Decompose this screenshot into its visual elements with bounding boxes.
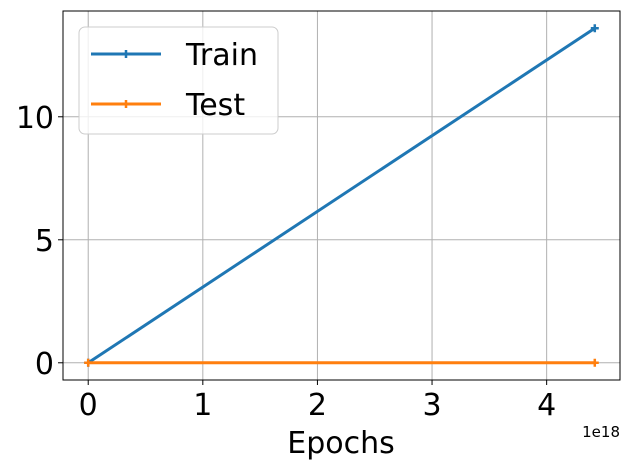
y-tick-label: 10 bbox=[16, 101, 54, 136]
data-point-test bbox=[590, 358, 599, 367]
legend-label-test: Test bbox=[185, 88, 245, 123]
x-tick-label: 4 bbox=[537, 388, 556, 423]
legend-marker-test bbox=[122, 100, 130, 108]
legend-entry-train: Train bbox=[91, 38, 258, 73]
legend-label-train: Train bbox=[185, 38, 258, 73]
ticks: 0 1 2 3 4 0 5 10 bbox=[16, 101, 556, 423]
legend: Train Test bbox=[78, 26, 279, 135]
y-tick-label: 0 bbox=[35, 347, 54, 382]
x-tick-label: 2 bbox=[308, 388, 327, 423]
data-point-test bbox=[84, 358, 93, 367]
legend-entry-test: Test bbox=[91, 88, 245, 123]
x-tick-label: 3 bbox=[422, 388, 441, 423]
data-point-train bbox=[590, 24, 599, 33]
x-axis-label: Epochs bbox=[287, 426, 395, 461]
plot-frame bbox=[62, 10, 621, 381]
series-line-train bbox=[87, 26, 596, 365]
x-tick-label: 0 bbox=[79, 388, 98, 423]
x-tick-label: 1 bbox=[193, 388, 212, 423]
series-layer bbox=[84, 24, 599, 367]
y-tick-label: 5 bbox=[35, 224, 54, 259]
x-offset-label: 1e18 bbox=[582, 423, 620, 441]
legend-marker-train bbox=[122, 50, 130, 58]
